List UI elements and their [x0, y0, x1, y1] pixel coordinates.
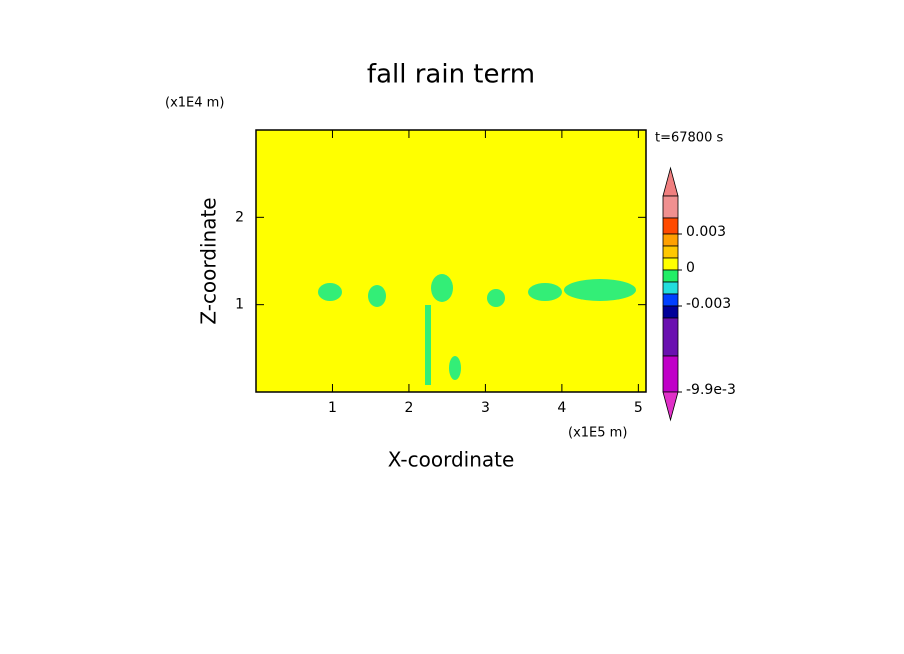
colorbar-tick-label: 0 — [686, 260, 695, 276]
rain-cell — [318, 283, 342, 301]
x-tick-label: 1 — [328, 400, 337, 416]
colorbar-segment — [662, 195, 679, 219]
colorbar-segment — [662, 305, 679, 319]
colorbar-segment — [662, 293, 679, 307]
colorbar-segment — [662, 233, 679, 247]
x-axis-label: X-coordinate — [388, 448, 515, 472]
colorbar-segment — [662, 245, 679, 259]
colorbar-segment — [662, 269, 679, 283]
rain-cell — [564, 279, 636, 301]
colorbar-arrow — [662, 391, 679, 422]
colorbar-tick-label: 0.003 — [686, 224, 726, 240]
colorbar-tick-label: -0.003 — [686, 296, 731, 312]
y-unit: (x1E4 m) — [165, 96, 224, 111]
plot-area — [256, 130, 646, 392]
x-tick-label: 5 — [634, 400, 643, 416]
y-tick-label: 1 — [235, 297, 244, 313]
colorbar-segment — [662, 281, 679, 295]
colorbar-segment — [662, 217, 679, 235]
time-label: t=67800 s — [655, 131, 723, 146]
x-unit: (x1E5 m) — [568, 426, 627, 441]
y-tick-label: 2 — [235, 209, 244, 225]
rain-cell — [368, 285, 386, 307]
rain-cell — [449, 356, 461, 380]
rain-cell — [425, 305, 431, 385]
chart-title: fall rain term — [367, 60, 535, 90]
rain-cell — [528, 283, 562, 301]
x-tick-label: 2 — [404, 400, 413, 416]
x-tick-label: 4 — [557, 400, 566, 416]
colorbar-arrow — [662, 166, 679, 197]
colorbar-segment — [662, 355, 679, 393]
rain-cell — [487, 289, 505, 307]
colorbar-segment — [662, 257, 679, 271]
rain-cells — [318, 274, 636, 385]
x-tick-label: 3 — [481, 400, 490, 416]
colorbar-segment — [662, 317, 679, 357]
plot-frame — [255, 129, 647, 393]
colorbar-tick-label: -9.9e-3 — [686, 382, 736, 398]
y-axis-label: Z-coordinate — [197, 197, 221, 324]
rain-cell — [431, 274, 453, 302]
